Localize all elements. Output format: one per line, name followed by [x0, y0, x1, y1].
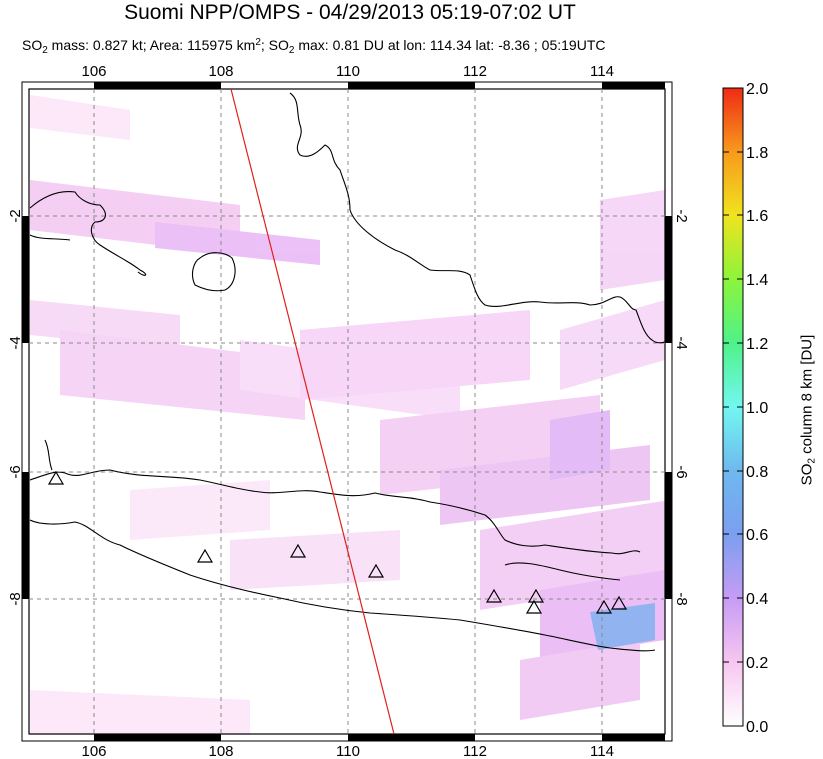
colorbar-ticks	[723, 87, 743, 663]
colorbar-label: 1.8	[746, 145, 768, 162]
subtitle-sub-2: 2	[288, 45, 295, 56]
lat-labels-left: -2 -4 -6 -8	[7, 209, 24, 605]
volcano-marker	[47, 470, 65, 485]
volcano-marker	[485, 588, 503, 603]
colorbar-label: 0.6	[746, 527, 768, 544]
volcano-marker	[595, 599, 613, 614]
colorbar-label: 2.0	[746, 81, 768, 98]
subtitle-mass-text: mass: 0.827 kt; Area: 115975 km	[47, 37, 256, 53]
volcano-marker	[610, 595, 628, 610]
volcano-markers	[47, 470, 628, 614]
colorbar-title: SO2 column 8 km [DU]	[799, 335, 818, 486]
subtitle-max-text: max: 0.81 DU at lon: 114.34 lat: -8.36 ;…	[294, 37, 606, 53]
lon-label: 112	[463, 743, 487, 759]
lat-label: -4	[673, 336, 690, 349]
outer-frame	[21, 81, 673, 742]
colorbar-label: 0.4	[746, 591, 768, 608]
lon-label: 106	[81, 743, 106, 759]
so2-swaths	[30, 95, 670, 735]
colorbar-label: 1.2	[746, 336, 768, 353]
volcano-marker	[289, 543, 307, 558]
lat-label: -2	[673, 209, 690, 222]
colorbar-label: 1.4	[746, 272, 768, 289]
lat-label: -6	[673, 465, 690, 478]
lat-labels-right: -2 -4 -6 -8	[673, 209, 690, 605]
lon-label: 108	[208, 63, 233, 80]
colorbar-label: 0.2	[746, 655, 768, 672]
lon-label: 110	[336, 743, 360, 759]
volcano-marker	[525, 599, 543, 614]
volcano-marker	[527, 588, 545, 603]
colorbar-label: 0.8	[746, 464, 768, 481]
lon-label: 108	[208, 743, 233, 759]
volcano-marker	[196, 548, 214, 563]
volcano-marker	[367, 563, 385, 578]
lon-label: 106	[81, 63, 106, 80]
graticule	[29, 89, 665, 734]
lon-label: 112	[463, 63, 487, 80]
lat-label: -8	[7, 592, 24, 605]
colorbar-label: 0.0	[746, 719, 768, 736]
subtitle-sup: 2	[255, 37, 261, 48]
lat-label: -4	[7, 336, 24, 349]
colorbar-title-prefix: SO	[798, 463, 816, 486]
border-scale-bars	[22, 82, 672, 741]
lat-label: -2	[7, 209, 24, 222]
lat-label: -6	[7, 465, 24, 478]
map-frame	[28, 88, 666, 735]
colorbar-label: 1.0	[746, 400, 768, 417]
subtitle-sub: 2	[42, 45, 48, 56]
lon-labels-top: 106 108 110 112 114	[81, 63, 613, 80]
coastlines	[29, 92, 666, 652]
colorbar-title-sub: 2	[806, 458, 818, 464]
colorbar-label: 1.6	[746, 208, 768, 225]
subtitle-max-prefix: ; SO	[260, 37, 289, 53]
lat-label: -8	[673, 592, 690, 605]
page-title: Suomi NPP/OMPS - 04/29/2013 05:19-07:02 …	[124, 1, 576, 24]
subtitle-so2-label: SO	[22, 37, 43, 53]
orbit-track-line	[230, 88, 395, 735]
colorbar-labels: 2.0 1.8 1.6 1.4 1.2 1.0 0.8 0.6 0.4 0.2 …	[746, 81, 768, 736]
colorbar-title-text: column 8 km [DU]	[798, 334, 816, 459]
subtitle: SO2 mass: 0.827 kt; Area: 115975 km2; SO…	[22, 34, 605, 60]
lon-label: 110	[336, 63, 360, 80]
lon-labels-bottom: 106 108 110 112 114	[81, 743, 613, 759]
lon-label: 114	[590, 63, 614, 80]
lon-label: 114	[590, 743, 614, 759]
